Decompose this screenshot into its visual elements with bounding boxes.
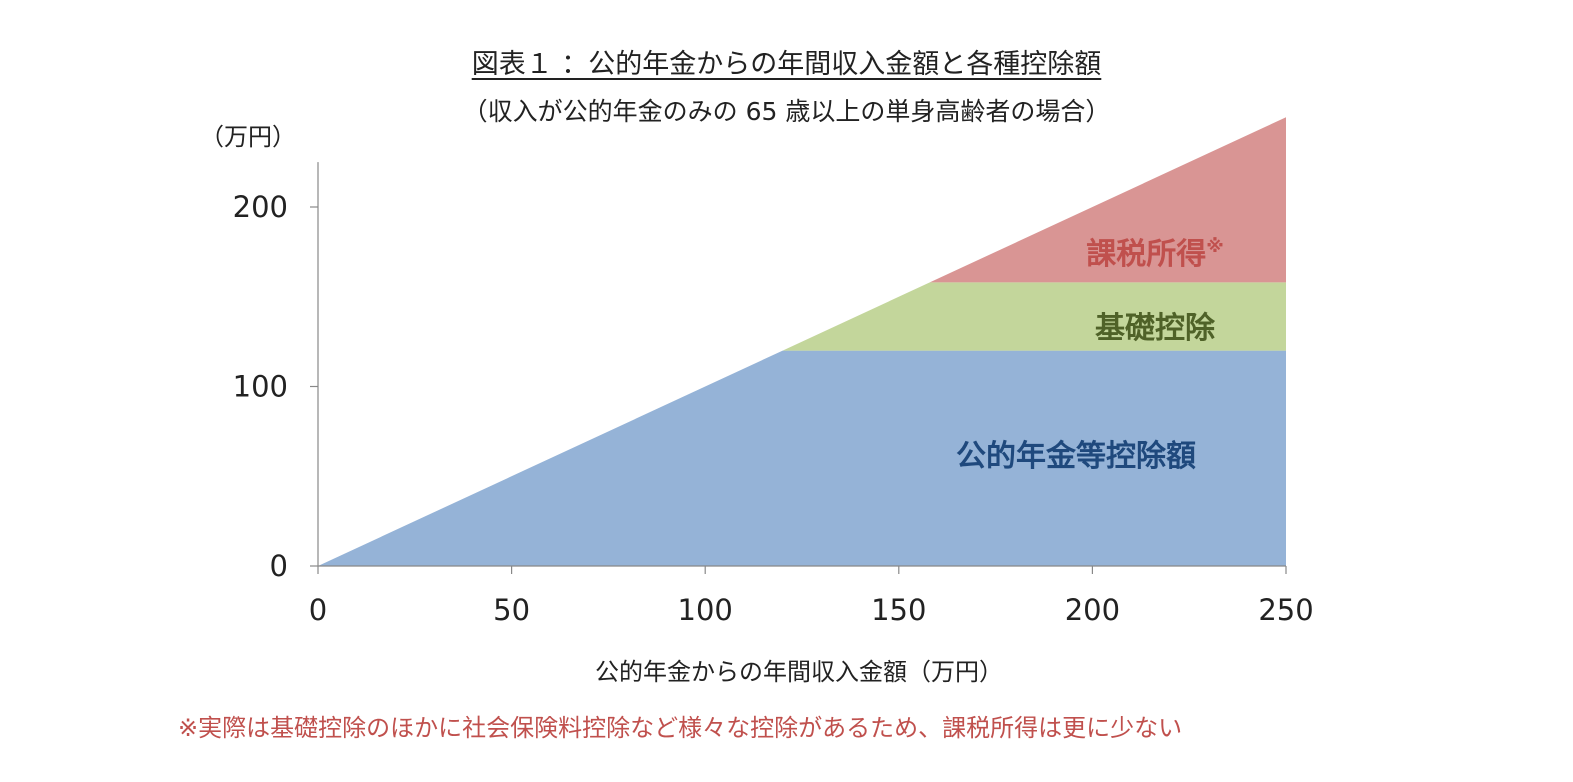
x-tick-label: 50 [493, 593, 530, 627]
chart-axes: 0 100 200 0 50 100 150 200 250 [233, 162, 1314, 627]
x-tick-label: 250 [1258, 593, 1313, 627]
area-series-2 [318, 282, 1286, 566]
y-tick-label: 100 [233, 370, 288, 404]
chart-title: 図表１ ：公的年金からの年間収入金額と各種控除額 [0, 42, 1573, 81]
chart-subtitle: （収入が公的年金のみの 65 歳以上の単身高齢者の場合） [462, 97, 1111, 126]
x-axis-label: 公的年金からの年間収入金額（万円） [595, 658, 1003, 686]
area-label-2: 基礎控除 [1095, 311, 1216, 346]
chart-areas [318, 117, 1286, 566]
chart-footnote: ※実際は基礎控除のほかに社会保険料控除など様々な控除があるため、課税所得は更に少… [178, 714, 1183, 742]
chart-area-labels: 公的年金等控除額 基礎控除 課税所得※ [956, 236, 1224, 474]
y-tick-label: 200 [233, 190, 288, 224]
y-tick-label: 0 [270, 549, 288, 583]
area-series-3 [318, 117, 1286, 566]
x-tick-label: 200 [1065, 593, 1120, 627]
chart-title-text: 図表１ ：公的年金からの年間収入金額と各種控除額 [471, 49, 1102, 80]
x-tick-label: 0 [309, 593, 327, 627]
x-tick-label: 150 [871, 593, 926, 627]
area-label-1: 公的年金等控除額 [956, 439, 1196, 474]
y-axis-unit-label: （万円） [200, 123, 296, 151]
area-label-3: 課税所得※ [1086, 236, 1224, 272]
area-label-footnote-mark: ※ [1206, 236, 1224, 257]
area-series-1 [318, 350, 1286, 566]
x-tick-label: 100 [678, 593, 733, 627]
